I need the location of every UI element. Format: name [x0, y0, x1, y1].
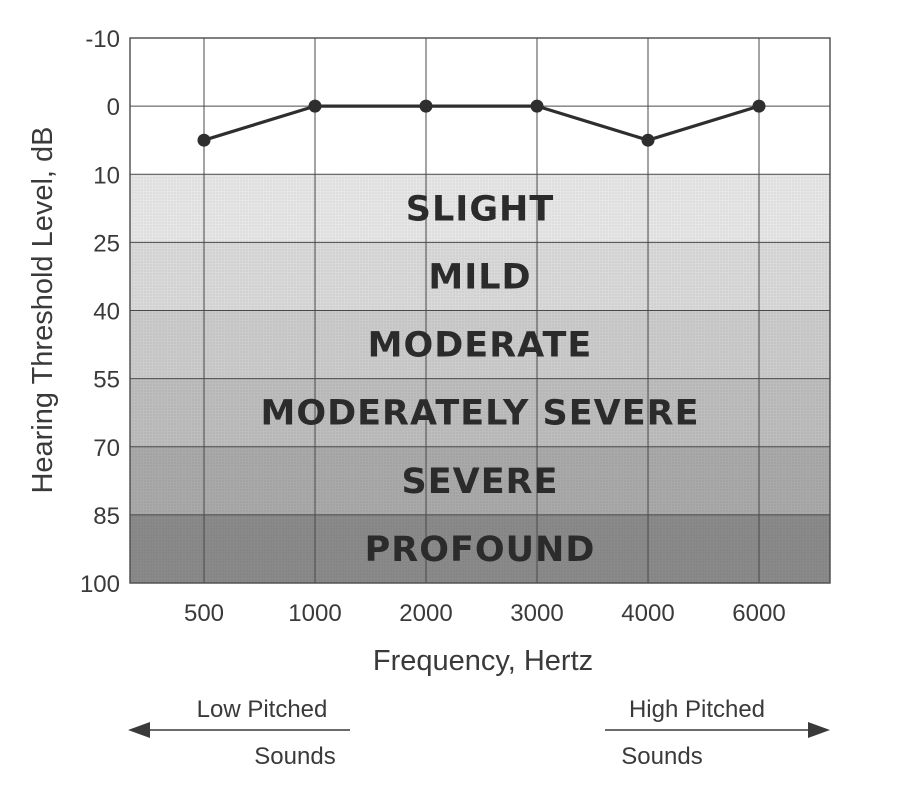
band-label-moderately-severe: MODERATELY SEVERE [261, 394, 700, 434]
x-tick-label: 4000 [621, 600, 674, 627]
y-axis-title: Hearing Threshold Level, dB [27, 126, 59, 493]
y-tick-label: 70 [93, 435, 120, 462]
y-tick-label: 55 [93, 367, 120, 394]
band-label-profound: PROFOUND [365, 530, 596, 570]
data-point [197, 133, 211, 147]
band-label-slight: SLIGHT [406, 189, 554, 229]
low-pitched-annotation: Low Pitched Sounds [128, 696, 350, 770]
y-tick-label: 40 [93, 299, 120, 326]
x-tick-label: 6000 [732, 600, 785, 627]
band-texture-slight [130, 174, 830, 243]
band-label-severe: SEVERE [402, 462, 559, 502]
data-point [752, 99, 766, 113]
y-tick-label: 0 [107, 94, 120, 121]
band-texture-moderately-severe [130, 378, 830, 447]
x-axis-title: Frequency, Hertz [373, 645, 593, 677]
band-texture-moderate [130, 310, 830, 379]
left-arrow-icon [128, 722, 150, 738]
data-point [530, 99, 544, 113]
right-arrow-icon [808, 722, 830, 738]
y-tick-label: 85 [93, 503, 120, 530]
band-texture-severe [130, 446, 830, 515]
band-label-mild: MILD [428, 257, 531, 297]
x-tick-label: 1000 [288, 600, 341, 627]
low-pitched-sounds-label: Sounds [254, 743, 335, 770]
y-tick-label: 25 [93, 230, 120, 257]
x-tick-label: 500 [184, 600, 224, 627]
y-tick-label: -10 [85, 26, 120, 53]
band-texture-profound [130, 514, 830, 583]
y-tick-label: 10 [93, 162, 120, 189]
y-tick-label: 100 [80, 571, 120, 598]
x-tick-label: 3000 [510, 600, 563, 627]
plot-border [129, 37, 831, 584]
high-pitched-label: High Pitched [629, 696, 765, 723]
high-pitched-sounds-label: Sounds [621, 743, 702, 770]
x-tick-label: 2000 [399, 600, 452, 627]
band-texture-mild [130, 242, 830, 311]
low-pitched-label: Low Pitched [197, 696, 328, 723]
data-point [308, 99, 322, 113]
band-label-moderate: MODERATE [368, 326, 593, 366]
high-pitched-annotation: High Pitched Sounds [605, 696, 830, 770]
series-line [203, 104, 760, 142]
data-point [641, 133, 655, 147]
data-point [419, 99, 433, 113]
